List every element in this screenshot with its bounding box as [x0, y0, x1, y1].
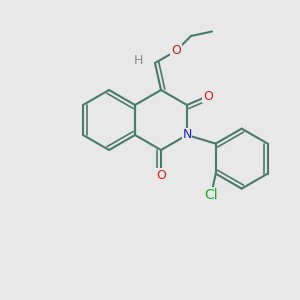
Text: O: O	[171, 44, 181, 58]
Text: Cl: Cl	[204, 188, 218, 202]
Text: O: O	[156, 169, 166, 182]
Text: H: H	[134, 53, 143, 67]
Text: O: O	[203, 89, 213, 103]
Text: N: N	[182, 128, 192, 142]
